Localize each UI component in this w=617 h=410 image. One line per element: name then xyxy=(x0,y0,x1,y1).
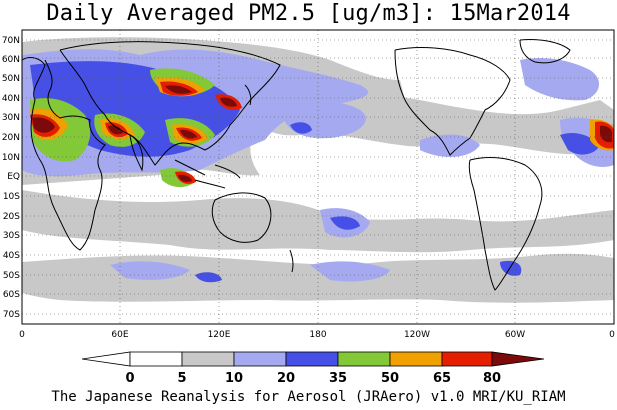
lon-label: 180 xyxy=(309,330,326,340)
lat-label: 30N xyxy=(2,113,20,123)
colorbar: 0 5 10 20 35 50 65 80 xyxy=(81,351,545,386)
colorbar-tick-label: 20 xyxy=(277,371,295,386)
lat-label: 60S xyxy=(3,290,20,300)
longitude-labels: 0 60E 120E 180 120W 60W 0 xyxy=(19,330,615,340)
pm25-field xyxy=(22,37,614,303)
colorbar-tick-label: 35 xyxy=(329,371,347,386)
colorbar-cell xyxy=(389,351,443,367)
colorbar-cell xyxy=(81,351,131,367)
lat-label: 40N xyxy=(2,94,20,104)
lon-label: 120W xyxy=(404,330,430,340)
coastlines xyxy=(21,39,571,291)
colorbar-cell xyxy=(181,351,235,367)
colorbar-tick-label: 65 xyxy=(433,371,451,386)
lat-label: 10N xyxy=(2,153,20,163)
latitude-labels: 70N 60N 50N 40N 30N 20N 10N EQ 10S 20S 3… xyxy=(2,36,20,320)
colorbar-cell xyxy=(129,351,183,367)
colorbar-cell xyxy=(285,351,339,367)
footer-credit: The Japanese Reanalysis for Aerosol (JRA… xyxy=(51,389,566,405)
colorbar-cell xyxy=(233,351,287,367)
colorbar-cell xyxy=(337,351,391,367)
colorbar-cell xyxy=(441,351,493,367)
lat-label: 70N xyxy=(2,36,20,46)
lat-label: 60N xyxy=(2,55,20,65)
colorbar-tick-label: 50 xyxy=(381,371,399,386)
lon-label: 0 xyxy=(609,330,615,340)
graticule xyxy=(22,30,614,324)
colorbar-tick-label: 5 xyxy=(177,371,186,386)
colorbar-tick-label: 80 xyxy=(483,371,501,386)
colorbar-cell xyxy=(491,351,545,367)
lat-label: 50N xyxy=(2,74,20,84)
lat-label: 20S xyxy=(3,212,20,222)
lat-label: 20N xyxy=(2,133,20,143)
lat-label: 70S xyxy=(3,310,20,320)
lat-label: 40S xyxy=(3,251,20,261)
lat-label: 10S xyxy=(3,192,20,202)
lat-label: EQ xyxy=(7,172,20,182)
lat-label: 50S xyxy=(3,271,20,281)
lon-label: 0 xyxy=(19,330,25,340)
map-title: Daily Averaged PM2.5 [ug/m3]: 15Mar2014 xyxy=(46,1,571,26)
colorbar-tick-label: 10 xyxy=(225,371,243,386)
lon-label: 60E xyxy=(111,330,128,340)
lat-label: 30S xyxy=(3,231,20,241)
colorbar-tick-label: 0 xyxy=(125,371,134,386)
lon-label: 60W xyxy=(505,330,525,340)
map-frame xyxy=(21,29,615,325)
lon-label: 120E xyxy=(208,330,231,340)
